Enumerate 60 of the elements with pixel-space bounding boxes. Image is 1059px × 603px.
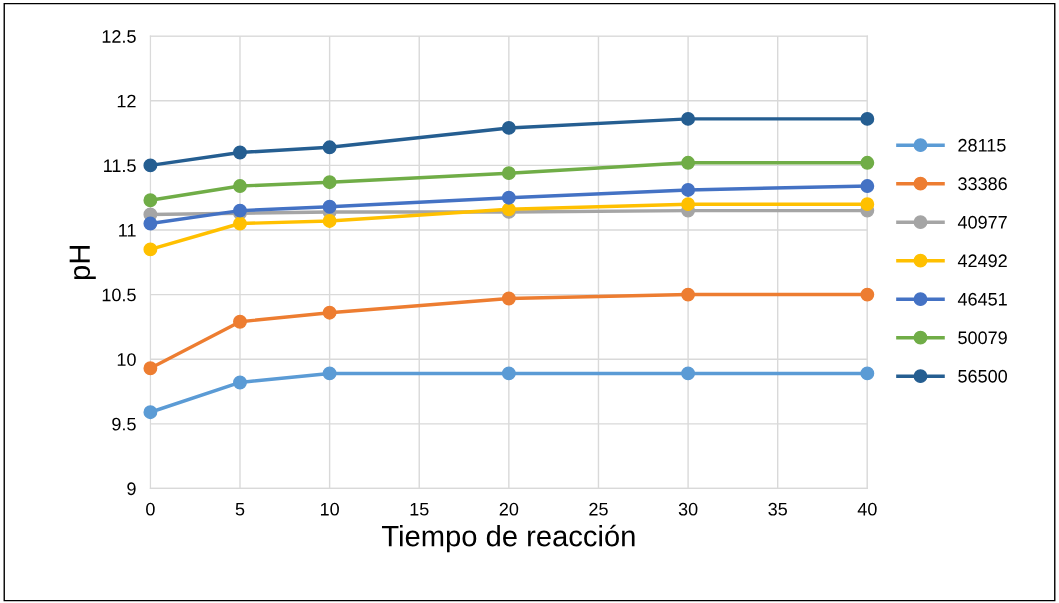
point	[143, 216, 158, 231]
legend-label: 50079	[958, 331, 1007, 345]
x-tick-label: 40	[857, 502, 877, 516]
x-tick-label: 35	[768, 502, 787, 516]
point	[322, 366, 337, 381]
point	[681, 287, 696, 302]
point	[143, 242, 158, 257]
point	[233, 314, 247, 329]
x-tick-label: 10	[320, 502, 339, 516]
x-tick-label: 25	[589, 502, 608, 516]
point	[233, 216, 247, 231]
legend-label: 28115	[958, 138, 1006, 152]
point	[681, 155, 696, 170]
x-tick-label: 15	[410, 502, 429, 516]
y-tick-label: 10	[117, 353, 136, 366]
y-tick-label: 12.5	[102, 30, 136, 43]
point	[860, 197, 875, 212]
y-tick-label: 11	[119, 224, 136, 237]
point	[143, 405, 158, 420]
point	[501, 291, 516, 306]
point	[501, 190, 516, 205]
y-tick-label: 11.5	[104, 159, 136, 173]
x-axis-title: Tiempo de reacción	[381, 524, 635, 553]
x-tick-label: 20	[499, 502, 519, 516]
point	[233, 179, 247, 194]
y-tick-label: 10.5	[102, 288, 136, 302]
y-tick-label: 9.5	[112, 417, 136, 431]
x-tick-label: 30	[678, 502, 698, 516]
point	[681, 182, 696, 197]
point	[143, 193, 158, 208]
legend-label: 40977	[957, 215, 1007, 229]
legend-label: 46451	[957, 292, 1007, 306]
y-axis-title: pH	[69, 246, 96, 280]
point	[681, 197, 696, 212]
point	[322, 214, 337, 228]
point	[322, 199, 337, 214]
point	[501, 366, 516, 381]
point	[860, 366, 875, 381]
y-tick-label: 12	[117, 94, 136, 108]
point	[860, 287, 875, 302]
point	[681, 111, 696, 126]
legend-label: 56500	[958, 369, 1007, 383]
point	[501, 166, 516, 181]
point	[501, 120, 516, 135]
point	[860, 111, 875, 126]
point	[233, 145, 247, 160]
legend-label: 33386	[958, 177, 1007, 191]
point	[143, 158, 158, 173]
x-tick-label: 5	[235, 502, 245, 516]
x-tick-label: 0	[146, 502, 155, 516]
legend-label: 42492	[957, 254, 1007, 268]
point	[860, 155, 875, 170]
point	[143, 361, 158, 376]
point	[322, 305, 337, 320]
point	[681, 366, 696, 381]
point	[322, 175, 337, 190]
point	[233, 375, 247, 390]
point	[322, 140, 337, 155]
point	[860, 179, 875, 194]
y-tick-label: 9	[127, 482, 136, 496]
